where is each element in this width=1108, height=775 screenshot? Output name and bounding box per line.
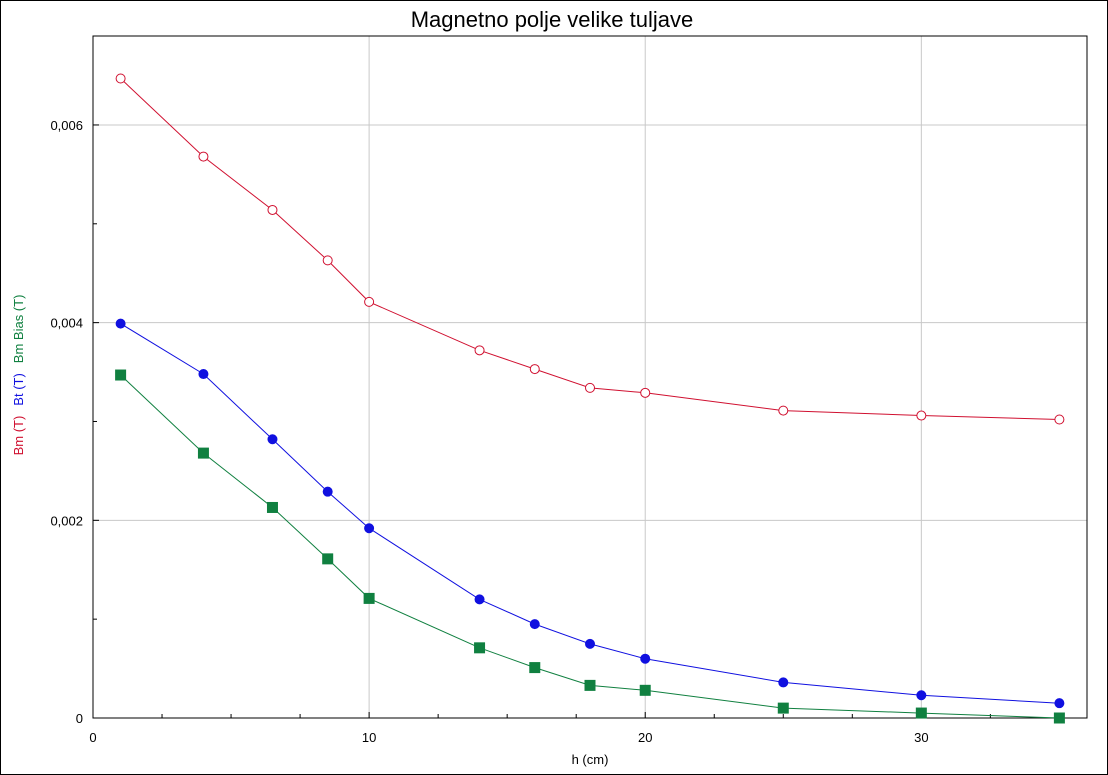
data-point	[1054, 698, 1065, 709]
data-point	[322, 486, 333, 497]
grid-lines	[93, 36, 1087, 718]
data-point	[266, 501, 278, 513]
data-point	[322, 553, 334, 565]
axis-ticks	[92, 124, 1060, 719]
data-point	[197, 447, 209, 459]
x-tick-label: 20	[638, 730, 652, 745]
series-line	[120, 78, 1060, 420]
x-tick-labels: 0 10 20 30	[89, 730, 928, 745]
y-axis-label-bt: Bt (T)	[11, 373, 26, 406]
data-point	[474, 594, 485, 605]
data-point	[267, 434, 278, 445]
data-point	[363, 592, 375, 604]
data-point	[529, 619, 540, 630]
data-point	[364, 523, 375, 534]
series-line	[120, 323, 1060, 704]
data-point	[777, 702, 789, 714]
y-tick-labels: 0 0,002 0,004 0,006	[50, 118, 83, 726]
chart-title: Magnetno polje velike tuljave	[411, 7, 694, 32]
data-point	[364, 296, 375, 307]
x-tick-label: 30	[914, 730, 928, 745]
data-point	[640, 387, 651, 398]
series-0	[115, 73, 1065, 425]
data-point	[584, 679, 596, 691]
data-point	[529, 662, 541, 674]
y-tick-label: 0,004	[50, 316, 83, 331]
y-tick-label: 0,002	[50, 513, 83, 528]
y-axis-label-bm-bias: Bm Bias (T)	[11, 295, 26, 364]
x-tick-label: 0	[89, 730, 96, 745]
data-point	[915, 707, 927, 719]
series-2	[115, 369, 1065, 724]
data-point	[585, 382, 595, 393]
data-point	[916, 690, 927, 701]
data-point	[474, 642, 486, 654]
data-point	[778, 405, 789, 416]
data-point	[640, 653, 651, 664]
data-point	[529, 364, 540, 375]
y-axis-label-bm: Bm (T)	[11, 416, 26, 456]
plot-area	[92, 35, 1088, 719]
x-axis-label: h (cm)	[572, 752, 609, 767]
series-line	[120, 374, 1060, 719]
data-point	[474, 345, 485, 356]
data-point	[639, 684, 651, 696]
data-point	[585, 638, 595, 649]
y-axis-label: Bm (T) Bt (T) Bm Bias (T)	[11, 295, 26, 456]
data-point	[198, 151, 209, 162]
data-point	[267, 204, 278, 215]
data-point	[1054, 414, 1065, 425]
data-point	[115, 73, 126, 84]
x-tick-label: 10	[362, 730, 376, 745]
y-tick-label: 0,006	[50, 118, 83, 133]
data-point	[115, 369, 127, 381]
series-1	[115, 318, 1065, 709]
y-tick-label: 0	[76, 711, 83, 726]
data-point	[198, 369, 209, 380]
data-point	[778, 677, 789, 688]
data-point	[1053, 712, 1065, 724]
series-group	[115, 73, 1065, 724]
data-point	[322, 255, 333, 266]
data-point	[115, 318, 126, 329]
data-point	[916, 410, 927, 421]
